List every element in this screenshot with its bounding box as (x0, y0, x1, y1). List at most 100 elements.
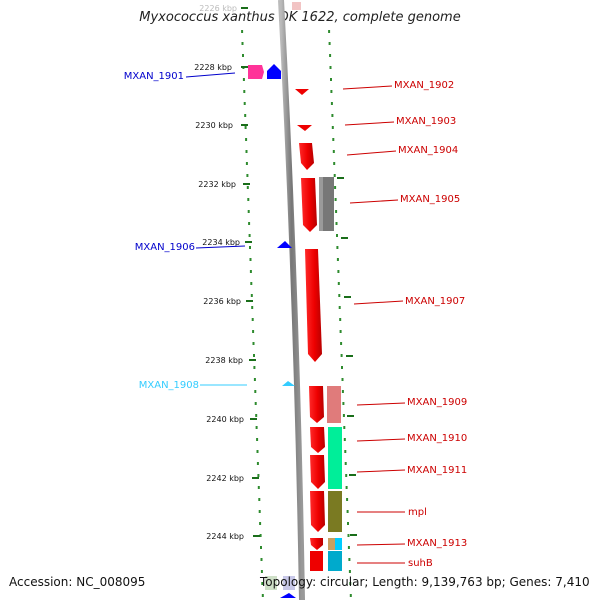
tick-label: 2228 kbp (194, 63, 232, 72)
ruler-dot (256, 450, 259, 453)
ruler-dot (248, 234, 251, 237)
gene-label: MXAN_1902 (394, 80, 454, 91)
label-connector (185, 72, 236, 78)
ruler-dot (243, 90, 246, 93)
gene-arrow (310, 538, 323, 550)
ruler-dot (255, 426, 258, 429)
ruler-dot (253, 378, 256, 381)
ruler-dot (338, 294, 341, 297)
ruler-dot (252, 330, 255, 333)
gene-arrow (310, 455, 325, 489)
scale-ticks: 2226 kbp 2228 kbp 2230 kbp 2232 kbp 2234… (194, 4, 357, 541)
ruler-dot (330, 102, 333, 105)
gene-label: MXAN_1901 (124, 71, 184, 82)
ruler-dot (256, 438, 259, 441)
ruler-dot (249, 258, 252, 261)
ruler-dot (348, 558, 351, 561)
label-connector (353, 300, 404, 305)
accession-text: Accession: NC_008095 (9, 575, 146, 589)
ruler-dot (331, 126, 334, 129)
tick-label: 2242 kbp (206, 474, 244, 483)
ruler-dot (256, 462, 259, 465)
ruler-dot (334, 198, 337, 201)
ruler-dot (260, 570, 263, 573)
tick-label: 2232 kbp (198, 180, 236, 189)
label-connector (349, 199, 399, 204)
ruler-dot (261, 582, 264, 585)
ruler-dot (342, 402, 345, 405)
tick-label: 2234 kbp (202, 238, 240, 247)
ruler-dot (254, 390, 257, 393)
ruler-dot (337, 282, 340, 285)
ruler-dot (349, 582, 352, 585)
gene-arrow (248, 65, 264, 79)
label-connector (346, 150, 397, 156)
gene-label: MXAN_1903 (396, 116, 456, 127)
ruler-dot (347, 546, 350, 549)
ruler-dot (251, 306, 254, 309)
ruler-dot (344, 450, 347, 453)
ruler-dot (338, 306, 341, 309)
ruler-dot (333, 174, 336, 177)
left-features (248, 64, 296, 598)
ruler-dot (254, 402, 257, 405)
ruler-dot (252, 342, 255, 345)
ruler-dot (330, 78, 332, 81)
ruler-dot (241, 30, 244, 33)
gene-arrow (301, 178, 317, 232)
gene-block (328, 538, 335, 550)
ruler-dot (336, 258, 339, 261)
gene-block (328, 427, 342, 489)
gene-label: MXAN_1908 (139, 380, 199, 391)
ruler-dot (335, 210, 338, 213)
tick-label: 2244 kbp (206, 532, 244, 541)
gene-arrow (277, 241, 292, 248)
ruler-dot (260, 546, 262, 549)
scale-ruler-right (328, 30, 352, 597)
label-connector (342, 85, 393, 90)
ruler-dot (257, 486, 260, 489)
ruler-dot (246, 186, 249, 189)
ruler-dot (345, 474, 348, 477)
ruler-dot (347, 534, 350, 537)
ruler-dot (339, 330, 342, 333)
ruler-dot (346, 510, 349, 513)
tick-label: 2240 kbp (206, 415, 244, 424)
gene-label: MXAN_1907 (405, 296, 465, 307)
ruler-dot (259, 534, 262, 537)
right-labels: MXAN_1902 MXAN_1903 MXAN_1904 MXAN_1905 … (342, 80, 467, 569)
ruler-dot (250, 282, 253, 285)
genome-summary-text: Topology: circular; Length: 9,139,763 bp… (260, 575, 590, 589)
ruler-dot (257, 474, 260, 477)
label-connector (356, 438, 406, 442)
gene-block (327, 386, 341, 423)
label-connector (195, 245, 246, 249)
label-connector (356, 469, 406, 473)
ruler-dot (341, 378, 344, 381)
ruler-dot (247, 210, 250, 213)
gene-arrow (299, 143, 314, 170)
ruler-dot (246, 174, 249, 177)
ruler-dot (329, 54, 332, 57)
ruler-dot (260, 558, 263, 561)
ruler-dot (341, 390, 344, 393)
ruler-dot (336, 234, 338, 237)
gene-arrow (280, 593, 296, 598)
ruler-dot (345, 486, 348, 489)
ruler-dot (347, 522, 349, 525)
ruler-dot (329, 66, 332, 69)
ruler-dot (248, 222, 251, 225)
gene-arrow (310, 491, 325, 532)
gene-arrow (305, 249, 322, 362)
ruler-dot (328, 42, 331, 45)
map-title: Myxococcus xanthus DK 1622, complete gen… (139, 10, 461, 25)
ruler-dot (330, 90, 333, 93)
gene-label: MXAN_1911 (407, 465, 467, 476)
right-features (265, 2, 342, 590)
gene-arrow (282, 381, 295, 386)
ruler-dot (328, 30, 331, 33)
tick-label: 2238 kbp (205, 356, 243, 365)
gene-block (335, 538, 342, 550)
ruler-dot (249, 246, 251, 249)
gene-block (310, 551, 323, 571)
